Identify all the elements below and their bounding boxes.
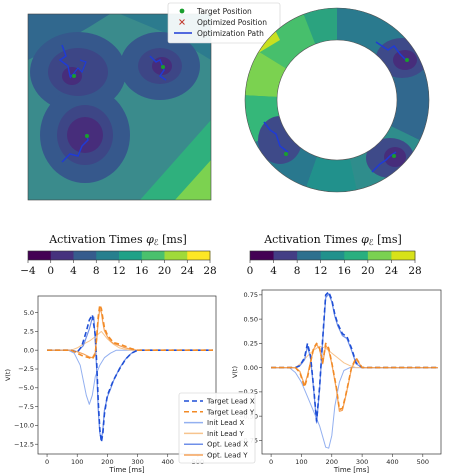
chart-0-xtick-label: 100 [71, 458, 83, 466]
colorbar-0-segment [96, 251, 120, 260]
legend-bottom-item: Opt. Lead Y [207, 452, 248, 460]
colorbar-0-segment [50, 251, 74, 260]
chart-1-ylabel: V(t) [231, 366, 239, 378]
chart-1-series-target-lead-x [271, 291, 438, 422]
target-position-icon [179, 8, 185, 14]
colorbar-1-tick-label: 28 [408, 265, 421, 277]
chart-1-xtick-label: 0 [269, 458, 273, 466]
chart-0-series-init-lead-y [47, 330, 213, 351]
ring-map-frame [244, 7, 430, 193]
chart-0-ytick-label: 2.5 [24, 328, 34, 336]
legend-target-position: Target Position [196, 7, 252, 16]
chart-0-xtick-label: 300 [131, 458, 143, 466]
chart-1-xtick-label: 400 [386, 458, 398, 466]
colorbar-left: Activation Times φℰ [ms] −4 0 4 8 12 16 20 24 28 [20, 233, 216, 277]
chart-1-ytick-label: 0.00 [244, 364, 258, 372]
colorbar-1-tick-label: 16 [338, 265, 352, 277]
chart-0-ylabel: V(t) [4, 369, 12, 381]
colorbar-1-tick-label: 4 [270, 265, 277, 277]
chart-1-frame [261, 289, 442, 455]
colorbar-1-tick-label: 12 [314, 265, 327, 277]
colorbar-0-tick-label: 28 [203, 265, 216, 277]
colorbar-0-tick-label: 12 [112, 265, 125, 277]
chart-0-series-init-lead-x [47, 349, 213, 405]
legend-bottom-item: Opt. Lead X [207, 441, 248, 449]
chart-right: 01002003004005000.750.500.250.00−0.25−0.… [231, 289, 442, 474]
chart-1-ytick-label: 0.50 [244, 315, 258, 323]
chart-0-ytick-label: −7.5 [18, 403, 34, 411]
square-map-paths [58, 44, 167, 163]
chart-0-xtick-label: 400 [162, 458, 174, 466]
chart-0-series-opt-lead-y [47, 308, 213, 359]
chart-1-series-target-lead-y [271, 342, 438, 411]
colorbar-1-segment [320, 251, 345, 260]
chart-0-ytick-label: 5.0 [24, 309, 34, 317]
chart-0-ytick-label: −12.5 [14, 440, 34, 448]
colorbar-0-segment [28, 251, 52, 260]
colorbar-0-tick-label: 4 [70, 265, 77, 277]
colorbar-1-segment [344, 251, 369, 260]
chart-0-ytick-label: −5.0 [18, 384, 34, 392]
ring-map-paths [263, 41, 409, 173]
chart-0-ytick-label: 0.0 [24, 346, 34, 354]
chart-0-xlabel: Time [ms] [108, 466, 145, 474]
chart-1-xtick-label: 500 [417, 458, 429, 466]
colorbar-1-tick-label: 20 [361, 265, 374, 277]
chart-0-ytick-label: −10.0 [14, 422, 34, 430]
chart-1-xlabel: Time [ms] [333, 466, 370, 474]
chart-1-xtick-label: 300 [356, 458, 368, 466]
colorbar-1-segment [250, 251, 274, 260]
chart-0-xtick-label: 0 [45, 458, 49, 466]
colorbar-0-tick-label: 0 [47, 265, 54, 277]
colorbar-0-segment [164, 251, 188, 260]
colorbar-0-segment [187, 251, 211, 260]
square-activation-map [28, 14, 211, 200]
legend-bottom-item: Target Lead Y [206, 408, 255, 416]
chart-1-xtick-label: 100 [295, 458, 307, 466]
colorbar-0-tick-label: −4 [20, 265, 36, 277]
chart-0-series-target-lead-y [47, 304, 213, 361]
bottom-legend: Target Lead X Target Lead Y Init Lead X Ini… [178, 392, 256, 464]
legend-optimization-path: Optimization Path [197, 29, 264, 38]
legend-bottom-item: Init Lead Y [207, 430, 244, 438]
chart-0-xtick-label: 200 [101, 458, 113, 466]
chart-1-ytick-label: −0.25 [238, 388, 258, 396]
chart-1-xtick-label: 200 [326, 458, 338, 466]
chart-1-ytick-label: 0.75 [244, 291, 258, 299]
colorbar-1-tick-label: 0 [247, 265, 254, 277]
legend-bottom-item: Init Lead X [207, 419, 244, 427]
colorbar-1-segment [273, 251, 298, 260]
colorbar-right-title: Activation Times φℰ [ms] [263, 233, 402, 247]
chart-0-ytick-label: −2.5 [18, 365, 34, 373]
colorbar-right: Activation Times φℰ [ms] 0 4 8 12 16 20 24 28 [247, 233, 422, 277]
legend-optimized-position: Optimized Position [197, 18, 267, 27]
optimized-position-icon [179, 19, 185, 25]
colorbar-1-segment [391, 251, 416, 260]
colorbar-left-title: Activation Times φℰ [ms] [48, 233, 187, 247]
colorbar-0-tick-label: 8 [93, 265, 100, 277]
colorbar-1-tick-label: 8 [294, 265, 301, 277]
square-map-frame [27, 13, 212, 201]
colorbar-1-segment [367, 251, 392, 260]
chart-0-series-target-lead-x [47, 313, 213, 443]
chart-1-ytick-label: 0.25 [244, 340, 258, 348]
colorbar-1-tick-label: 24 [385, 265, 399, 277]
top-legend: Target Position Optimized Position Optim… [167, 2, 281, 44]
legend-bottom-item: Target Lead X [206, 398, 255, 406]
colorbar-1-segment [297, 251, 322, 260]
colorbar-0-segment [119, 251, 143, 260]
colorbar-0-tick-label: 20 [158, 265, 171, 277]
colorbar-0-tick-label: 24 [181, 265, 195, 277]
colorbar-0-segment [141, 251, 165, 260]
colorbar-0-segment [73, 251, 97, 260]
colorbar-0-tick-label: 16 [135, 265, 149, 277]
